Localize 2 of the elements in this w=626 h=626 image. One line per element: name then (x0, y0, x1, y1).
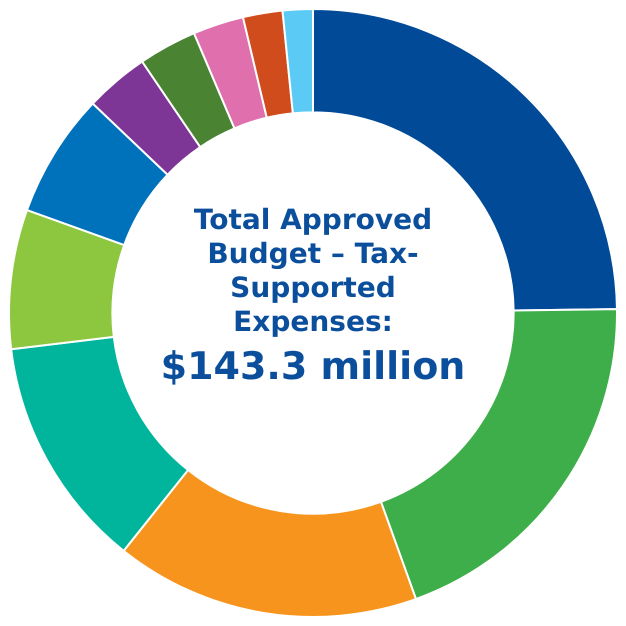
text: $143.3 million (160, 344, 466, 388)
text: Total Approved Budget – Tax-Supported Expenses: (192, 203, 434, 340)
